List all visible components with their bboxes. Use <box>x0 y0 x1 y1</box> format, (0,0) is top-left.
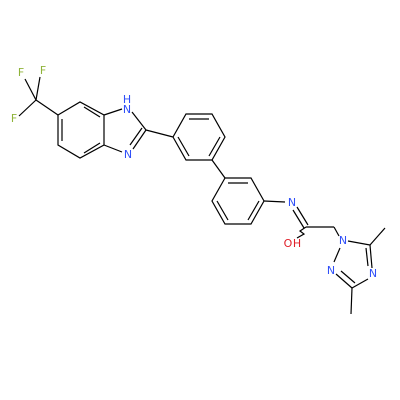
atom-label: H <box>123 93 131 106</box>
bonds <box>18 76 386 315</box>
atom-label: N <box>124 148 132 161</box>
atom-label: F <box>40 64 46 77</box>
atom-label: N <box>288 196 296 209</box>
atom-label: N <box>327 264 335 277</box>
atom-label: N <box>123 103 131 116</box>
atom-label: F <box>11 112 17 125</box>
atom-label: O <box>284 237 293 250</box>
atom-label: H <box>293 237 301 250</box>
atom-label: N <box>339 234 347 247</box>
atom-label: F <box>18 66 24 79</box>
atom-label: N <box>369 267 377 280</box>
